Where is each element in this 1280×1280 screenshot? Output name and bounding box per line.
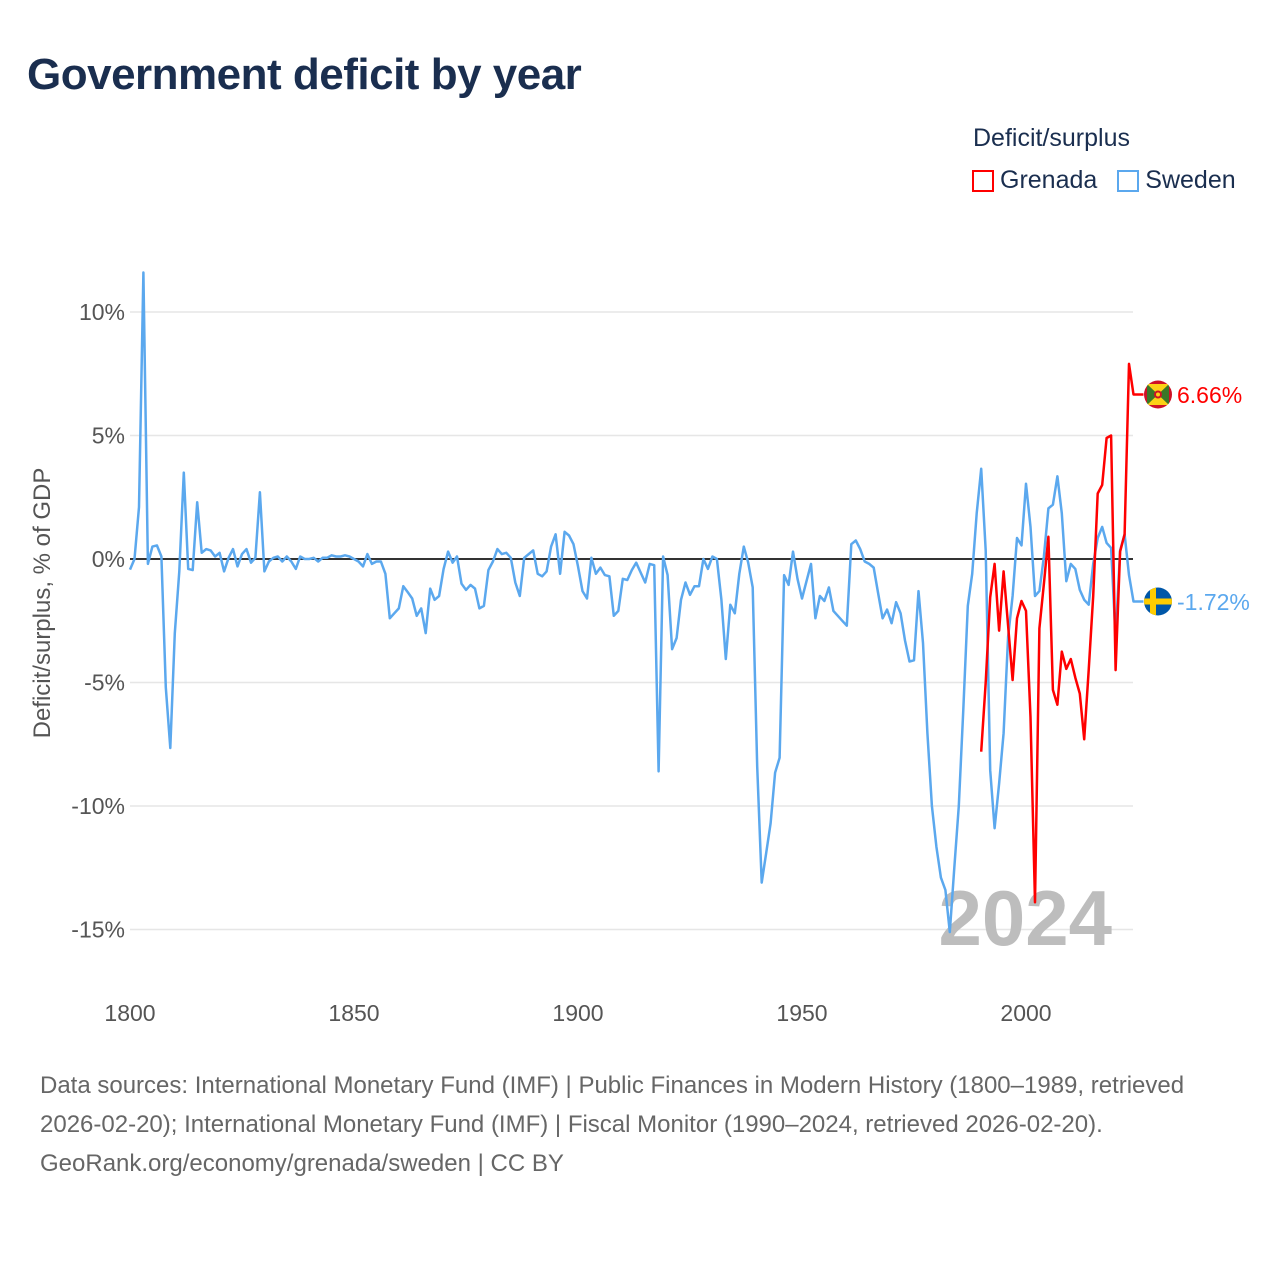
y-tick-label: -5% (84, 670, 125, 696)
legend-item-sweden[interactable]: Sweden (1117, 166, 1236, 195)
y-tick-label: -15% (71, 917, 125, 943)
gridlines (130, 311, 1133, 931)
x-tick-label: 1800 (104, 1000, 155, 1026)
y-tick-label: -10% (71, 793, 125, 819)
legend-label-grenada: Grenada (1000, 166, 1098, 194)
sweden-end-value: -1.72% (1177, 589, 1250, 615)
data-sources: Data sources: International Monetary Fun… (40, 1072, 1185, 1138)
grenada-end-value: 6.66% (1177, 382, 1242, 408)
grenada-flag-icon (1144, 380, 1172, 409)
series-line-grenada (979, 362, 1144, 904)
series-line-sweden (128, 271, 1144, 934)
x-tick-label: 1950 (776, 1000, 827, 1026)
x-axis-ticks: 1800 1850 1900 1950 2000 (104, 1000, 1051, 1026)
credit-link[interactable]: GeoRank.org/economy/grenada/sweden | CC … (40, 1150, 564, 1177)
y-tick-label: 5% (92, 423, 125, 449)
sweden-flag-icon (1144, 587, 1172, 616)
footer: Data sources: International Monetary Fun… (40, 1066, 1240, 1183)
x-tick-label: 2000 (1000, 1000, 1051, 1026)
legend: Grenada Sweden (972, 166, 1236, 195)
y-tick-label: 10% (79, 299, 125, 325)
x-tick-label: 1850 (328, 1000, 379, 1026)
y-axis-ticks: 10% 5% 0% -5% -10% -15% (71, 299, 125, 943)
legend-swatch-grenada (972, 169, 994, 192)
legend-title: Deficit/surplus (973, 124, 1130, 152)
legend-item-grenada[interactable]: Grenada (972, 166, 1097, 195)
chart-title: Government deficit by year (27, 50, 582, 99)
legend-label-sweden: Sweden (1145, 166, 1236, 194)
current-year-watermark: 2024 (938, 874, 1112, 962)
y-axis-label: Deficit/surplus, % of GDP (29, 468, 56, 739)
x-tick-label: 1900 (552, 1000, 603, 1026)
legend-swatch-sweden (1117, 169, 1140, 192)
series-lines (128, 271, 1144, 934)
y-tick-label: 0% (92, 546, 125, 572)
